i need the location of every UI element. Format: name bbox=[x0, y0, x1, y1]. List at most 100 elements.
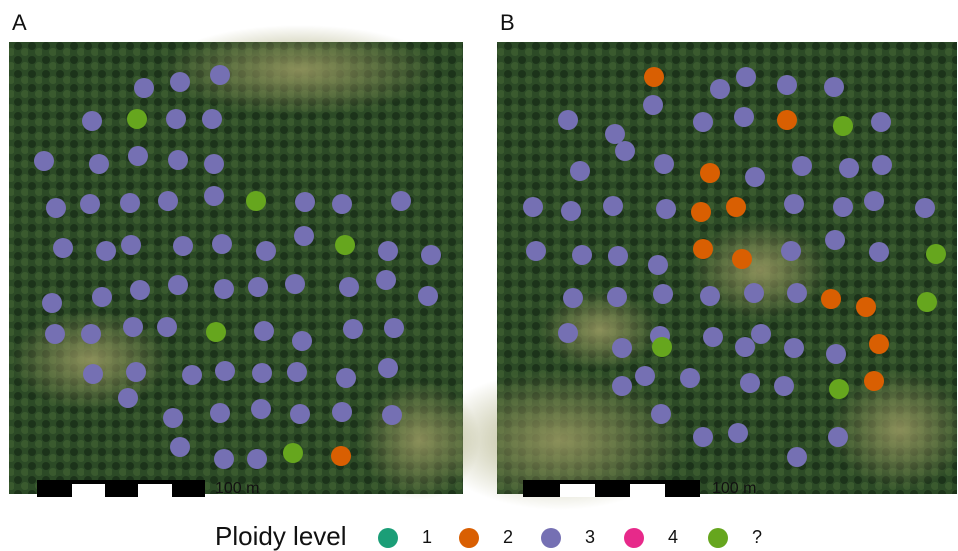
sample-point bbox=[526, 241, 546, 261]
sample-point bbox=[651, 404, 671, 424]
sample-point bbox=[607, 287, 627, 307]
sample-point bbox=[784, 338, 804, 358]
sample-point bbox=[336, 368, 356, 388]
sample-point bbox=[693, 112, 713, 132]
sample-point bbox=[331, 446, 351, 466]
sample-point bbox=[572, 245, 592, 265]
sample-point bbox=[563, 288, 583, 308]
sample-point bbox=[777, 75, 797, 95]
sample-point bbox=[871, 112, 891, 132]
sample-point bbox=[46, 198, 66, 218]
sample-point bbox=[123, 317, 143, 337]
sample-point bbox=[382, 405, 402, 425]
sample-point bbox=[648, 255, 668, 275]
sample-point bbox=[96, 241, 116, 261]
sample-point bbox=[335, 235, 355, 255]
sample-point bbox=[561, 201, 581, 221]
legend-marker bbox=[541, 528, 561, 548]
sample-point bbox=[652, 337, 672, 357]
sample-point bbox=[734, 107, 754, 127]
sample-point bbox=[781, 241, 801, 261]
sample-point bbox=[523, 197, 543, 217]
sample-point bbox=[251, 399, 271, 419]
sample-point bbox=[130, 280, 150, 300]
sample-point bbox=[285, 274, 305, 294]
sample-point bbox=[644, 67, 664, 87]
sample-point bbox=[246, 191, 266, 211]
sample-point bbox=[751, 324, 771, 344]
aerial-image-a bbox=[9, 25, 480, 500]
sample-point bbox=[42, 293, 62, 313]
sample-point bbox=[654, 154, 674, 174]
sample-point bbox=[295, 192, 315, 212]
sample-point bbox=[210, 65, 230, 85]
sample-point bbox=[210, 403, 230, 423]
sample-point bbox=[121, 235, 141, 255]
sample-point bbox=[603, 196, 623, 216]
sample-point bbox=[294, 226, 314, 246]
sample-point bbox=[89, 154, 109, 174]
sample-point bbox=[745, 167, 765, 187]
sample-point bbox=[864, 191, 884, 211]
sample-point bbox=[612, 376, 632, 396]
sample-point bbox=[710, 79, 730, 99]
sample-point bbox=[605, 124, 625, 144]
sample-point bbox=[254, 321, 274, 341]
sample-point bbox=[693, 239, 713, 259]
sample-point bbox=[215, 361, 235, 381]
sample-point bbox=[825, 230, 845, 250]
legend-marker bbox=[459, 528, 479, 548]
sample-point bbox=[45, 324, 65, 344]
sample-point bbox=[127, 109, 147, 129]
sample-point bbox=[80, 194, 100, 214]
sample-point bbox=[833, 197, 853, 217]
sample-point bbox=[378, 241, 398, 261]
page: A B 100 m 100 m Ploidy level 1234? (() =… bbox=[0, 0, 958, 551]
sample-point bbox=[82, 111, 102, 131]
sample-point bbox=[872, 155, 892, 175]
sample-point bbox=[635, 366, 655, 386]
sample-point bbox=[339, 277, 359, 297]
sample-point bbox=[829, 379, 849, 399]
sample-point bbox=[926, 244, 946, 264]
sample-point bbox=[693, 427, 713, 447]
sample-point bbox=[158, 191, 178, 211]
sample-point bbox=[691, 202, 711, 222]
sample-point bbox=[833, 116, 853, 136]
sample-point bbox=[653, 284, 673, 304]
sample-point bbox=[287, 362, 307, 382]
sample-point bbox=[703, 327, 723, 347]
sample-point bbox=[839, 158, 859, 178]
scale-label: 100 m bbox=[215, 480, 259, 497]
sample-point bbox=[615, 141, 635, 161]
scale-bar bbox=[523, 480, 700, 497]
sample-point bbox=[256, 241, 276, 261]
sample-point bbox=[728, 423, 748, 443]
sample-point bbox=[83, 364, 103, 384]
legend-label: 1 bbox=[422, 527, 432, 547]
sample-point bbox=[421, 245, 441, 265]
sample-point bbox=[915, 198, 935, 218]
sample-point bbox=[134, 78, 154, 98]
sample-point bbox=[202, 109, 222, 129]
sample-point bbox=[212, 234, 232, 254]
sample-point bbox=[608, 246, 628, 266]
sample-point bbox=[735, 337, 755, 357]
legend-marker bbox=[708, 528, 728, 548]
sample-point bbox=[917, 292, 937, 312]
sample-point bbox=[821, 289, 841, 309]
sample-point bbox=[558, 323, 578, 343]
sample-point bbox=[744, 283, 764, 303]
sample-point bbox=[173, 236, 193, 256]
sample-point bbox=[204, 154, 224, 174]
scale-label: 100 m bbox=[712, 480, 756, 497]
sample-point bbox=[824, 77, 844, 97]
sample-point bbox=[214, 279, 234, 299]
sample-point bbox=[384, 318, 404, 338]
sample-point bbox=[856, 297, 876, 317]
sample-point bbox=[612, 338, 632, 358]
sample-point bbox=[128, 146, 148, 166]
sample-point bbox=[53, 238, 73, 258]
sample-point bbox=[170, 72, 190, 92]
sample-point bbox=[120, 193, 140, 213]
